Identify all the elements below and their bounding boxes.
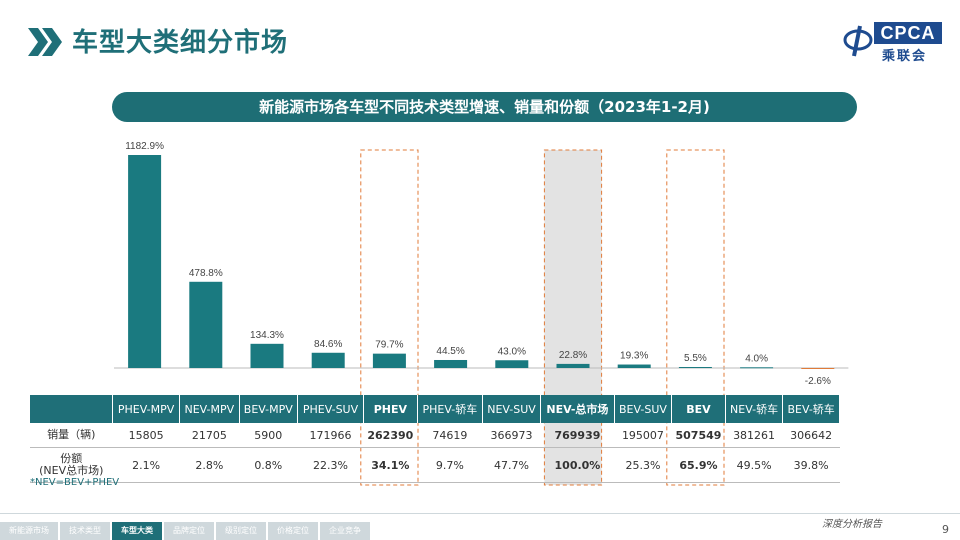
bar-value-label-3: 84.6% bbox=[314, 339, 342, 350]
logo-text-en: CPCA bbox=[874, 22, 942, 44]
table-cell: 34.1% bbox=[371, 458, 410, 472]
table-row: 份额 (NEV总市场) 2.1% 2.8% 0.8% 22.3% 34.1% 9.7% 47.7… bbox=[30, 448, 840, 483]
table-cell: 262390 bbox=[363, 423, 418, 448]
double-chevron-icon bbox=[28, 28, 62, 56]
bar-1 bbox=[189, 281, 223, 368]
page-number: 9 bbox=[942, 523, 949, 536]
bar-0 bbox=[128, 155, 162, 368]
footnote: *NEV=BEV+PHEV bbox=[30, 477, 120, 488]
bar-value-label-7: 22.8% bbox=[559, 350, 587, 361]
bar-value-label-2: 134.3% bbox=[250, 330, 284, 341]
table-cell: 21705 bbox=[179, 423, 240, 448]
bar-value-label-0: 1182.9% bbox=[125, 141, 164, 152]
page-title: 车型大类细分市场 bbox=[72, 28, 289, 58]
cpca-logo: CPCA 乘联会 bbox=[838, 20, 944, 64]
table-header-cell: PHEV bbox=[363, 395, 418, 423]
table-row-label: 份额 (NEV总市场) bbox=[39, 452, 104, 477]
table-header-cell: NEV-轿车 bbox=[725, 395, 784, 423]
table-cell: 195007 bbox=[614, 423, 672, 448]
table-header-cell: BEV-MPV bbox=[239, 395, 299, 423]
table-cell: 381261 bbox=[725, 423, 783, 448]
nav-tab-2[interactable]: 车型大类 bbox=[112, 522, 162, 540]
sales-share-table: PHEV-MPV NEV-MPV BEV-MPV PHEV-SUV PHEV PHEV-轿… bbox=[30, 395, 840, 483]
bar-value-label-1: 478.8% bbox=[189, 268, 223, 279]
table-cell: 306642 bbox=[782, 423, 840, 448]
table-cell: 47.7% bbox=[494, 458, 529, 472]
bar-value-label-11: -2.6% bbox=[805, 376, 831, 387]
section-nav: 新能源市场 技术类型 车型大类 品牌定位 级别定位 价格定位 企业竞争 bbox=[0, 522, 372, 540]
table-cell: 39.8% bbox=[793, 458, 829, 472]
table-cell: 507549 bbox=[671, 423, 726, 448]
bar-4 bbox=[372, 353, 406, 368]
bar-value-label-4: 79.7% bbox=[375, 340, 403, 351]
table-header-cell: BEV-轿车 bbox=[782, 395, 840, 423]
table-cell: 100.0% bbox=[554, 458, 601, 472]
table-cell: 366973 bbox=[482, 423, 541, 448]
bar-10 bbox=[740, 367, 774, 369]
highlight-box-4 bbox=[360, 149, 419, 486]
table-cell: 171966 bbox=[297, 423, 364, 448]
table-header-cell: BEV-SUV bbox=[614, 395, 673, 423]
table-row: 销量（辆) 15805 21705 5900 171966 262390 74619 3669… bbox=[30, 423, 840, 448]
table-header-cell: PHEV-SUV bbox=[297, 395, 364, 423]
bar-5 bbox=[434, 359, 468, 368]
chart-title: 新能源市场各车型不同技术类型增速、销量和份额（2023年1-2月) bbox=[112, 92, 857, 122]
table-header-cell: NEV-总市场 bbox=[540, 395, 615, 423]
table-header-row: PHEV-MPV NEV-MPV BEV-MPV PHEV-SUV PHEV PHEV-轿… bbox=[30, 395, 840, 423]
table-header-cell: PHEV-MPV bbox=[112, 395, 181, 423]
table-header-cell: NEV-MPV bbox=[179, 395, 240, 423]
table-cell: 2.1% bbox=[132, 458, 161, 472]
footer-divider bbox=[0, 513, 960, 514]
bar-11 bbox=[801, 368, 835, 369]
table-header-cell: NEV-SUV bbox=[482, 395, 542, 423]
nav-tab-6[interactable]: 企业竞争 bbox=[320, 522, 370, 540]
table-cell: 25.3% bbox=[625, 458, 661, 472]
table-corner-cell bbox=[30, 395, 113, 423]
bar-value-label-10: 4.0% bbox=[745, 353, 768, 364]
bar-value-label-5: 44.5% bbox=[436, 346, 464, 357]
table-cell: 65.9% bbox=[679, 458, 718, 472]
cpca-emblem-icon bbox=[843, 25, 873, 57]
table-header-cell: BEV bbox=[671, 395, 726, 423]
bar-6 bbox=[495, 360, 529, 368]
nav-tab-0[interactable]: 新能源市场 bbox=[0, 522, 58, 540]
table-cell: 9.7% bbox=[435, 458, 464, 472]
nav-tab-4[interactable]: 级别定位 bbox=[216, 522, 266, 540]
table-cell: 74619 bbox=[417, 423, 483, 448]
table-cell: 49.5% bbox=[736, 458, 772, 472]
nav-tab-5[interactable]: 价格定位 bbox=[268, 522, 318, 540]
bar-value-label-8: 19.3% bbox=[620, 351, 648, 362]
bar-value-label-6: 43.0% bbox=[498, 346, 526, 357]
bar-7 bbox=[556, 363, 590, 368]
bar-value-label-9: 5.5% bbox=[684, 353, 707, 364]
table-cell: 769939 bbox=[540, 423, 615, 448]
highlight-box-9 bbox=[666, 149, 725, 486]
logo-text-cn: 乘联会 bbox=[882, 49, 928, 64]
nav-tab-1[interactable]: 技术类型 bbox=[60, 522, 110, 540]
table-cell: 22.3% bbox=[313, 458, 348, 472]
bar-3 bbox=[311, 352, 345, 368]
table-cell: 0.8% bbox=[254, 458, 283, 472]
table-cell: 2.8% bbox=[195, 458, 224, 472]
bar-9 bbox=[678, 367, 712, 369]
table-cell: 5900 bbox=[239, 423, 298, 448]
table-header-cell: PHEV-轿车 bbox=[417, 395, 483, 423]
table-cell: 15805 bbox=[112, 423, 180, 448]
table-row-label: 销量（辆) bbox=[30, 423, 113, 448]
bar-2 bbox=[250, 343, 284, 368]
report-tagline: 深度分析报告 bbox=[822, 519, 882, 530]
nav-tab-3[interactable]: 品牌定位 bbox=[164, 522, 214, 540]
bar-8 bbox=[617, 364, 651, 368]
